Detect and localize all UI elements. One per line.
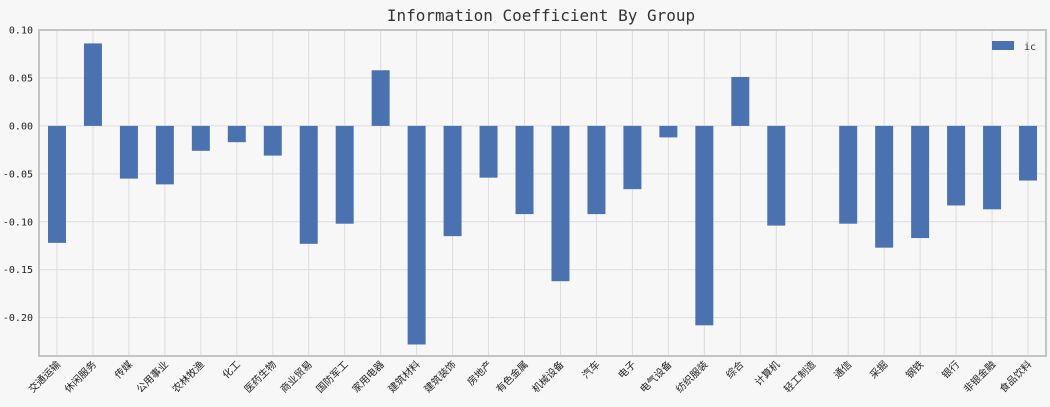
plot-border	[38, 29, 1047, 357]
bar-8	[299, 125, 318, 244]
x-category-label: 食品饮料	[997, 358, 1034, 395]
y-tick-label: -0.20	[3, 313, 33, 324]
bar-14	[515, 125, 534, 215]
x-category-label: 非银金融	[961, 358, 998, 395]
legend-label: ic	[1024, 42, 1036, 53]
bar-21	[767, 125, 786, 226]
x-category-label: 化工	[220, 358, 243, 381]
y-tick-label: -0.05	[3, 169, 33, 180]
bar-16	[587, 125, 606, 215]
x-category-label: 建筑材料	[385, 358, 422, 395]
bar-26	[947, 125, 966, 206]
x-category-label: 休闲服务	[62, 358, 99, 395]
x-category-label: 房地产	[464, 358, 494, 388]
bar-10	[371, 70, 390, 126]
x-category-label: 电气设备	[637, 358, 674, 395]
bar-25	[911, 125, 930, 239]
y-tick-label: -0.10	[3, 217, 33, 228]
x-category-label: 机械设备	[529, 358, 566, 395]
x-category-label: 电子	[615, 358, 638, 381]
bar-4	[155, 125, 174, 185]
bar-13	[479, 125, 498, 178]
bar-5	[191, 125, 210, 151]
x-category-label: 商业贸易	[277, 358, 314, 395]
bar-1	[47, 125, 66, 243]
x-category-label: 有色金属	[493, 358, 530, 395]
bar-24	[875, 125, 894, 248]
y-tick-label: 0.05	[9, 73, 33, 84]
x-category-label: 计算机	[752, 358, 782, 388]
bar-15	[551, 125, 570, 282]
bar-2	[83, 43, 102, 126]
bar-11	[407, 125, 426, 345]
bar-27	[983, 125, 1002, 210]
x-category-label: 公用事业	[134, 358, 171, 395]
bar-17	[623, 125, 642, 190]
y-tick-label: 0.00	[9, 121, 33, 132]
bar-6	[227, 125, 246, 143]
bar-3	[119, 125, 138, 179]
chart-title: Information Coefficient By Group	[387, 6, 695, 25]
bar-19	[695, 125, 714, 326]
x-category-label: 交通运输	[26, 358, 63, 395]
bar-18	[659, 125, 678, 138]
x-category-label: 采掘	[867, 358, 890, 381]
bar-7	[263, 125, 282, 156]
x-category-label: 家用电器	[349, 358, 386, 395]
bar-23	[839, 125, 858, 224]
x-category-label: 医药生物	[241, 358, 278, 395]
legend-swatch	[992, 41, 1014, 50]
bar-12	[443, 125, 462, 237]
bar-28	[1019, 125, 1038, 181]
x-category-label: 钢铁	[903, 358, 926, 381]
x-category-label: 建筑装饰	[421, 358, 458, 395]
plot-area	[39, 30, 1046, 356]
y-tick-label: 0.10	[9, 26, 33, 37]
x-category-label: 农林牧渔	[169, 358, 206, 395]
bar-20	[731, 76, 750, 126]
x-category-label: 综合	[723, 358, 746, 381]
x-category-label: 国防军工	[313, 358, 350, 395]
x-category-label: 纺织服装	[673, 358, 710, 395]
x-category-label: 银行	[939, 358, 962, 381]
y-tick-label: -0.15	[3, 265, 33, 276]
x-category-label: 通信	[832, 359, 855, 382]
x-category-label: 汽车	[579, 358, 602, 381]
x-category-label: 传媒	[112, 359, 135, 382]
x-category-label: 轻工制造	[781, 358, 818, 395]
bar-9	[335, 125, 354, 224]
